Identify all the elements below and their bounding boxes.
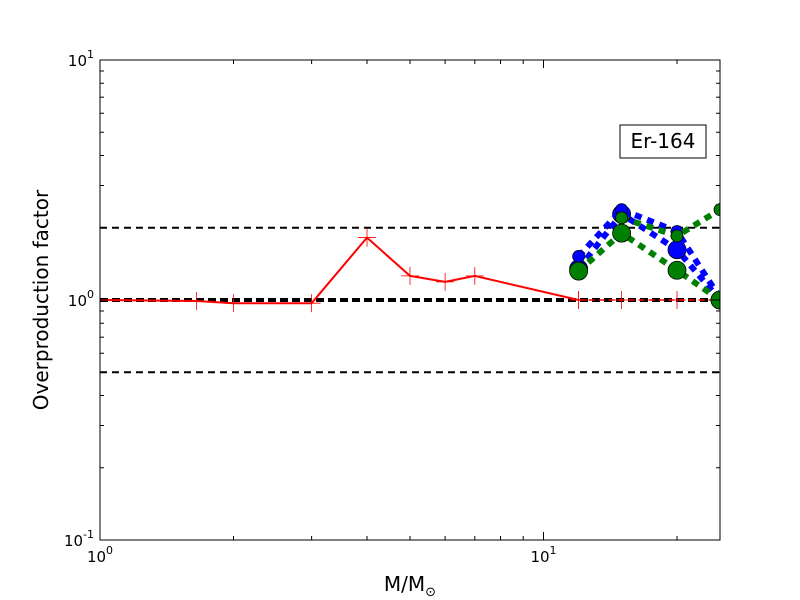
y-tick-label: 101 [68, 48, 94, 70]
series-line [576, 230, 720, 303]
series-0 [100, 228, 588, 313]
data-point [670, 229, 684, 243]
y-tick-label: 10-1 [64, 528, 94, 550]
annotation-frame [619, 124, 707, 159]
data-point [612, 223, 632, 243]
annotation-label: Er-164 [631, 129, 696, 153]
x-axis-title-subscript: ⊙ [425, 585, 436, 600]
data-point [667, 260, 687, 280]
y-tick-label: 100 [68, 288, 94, 310]
series-5 [615, 203, 720, 243]
series-line [576, 206, 720, 300]
data-point [713, 203, 720, 217]
x-tick-label: 100 [87, 544, 113, 566]
x-axis-title-main: M/M [384, 572, 425, 596]
data-point [615, 211, 629, 225]
x-tick-label: 101 [530, 544, 556, 566]
data-point [572, 249, 586, 263]
data-point [569, 261, 589, 281]
y-axis-title: Overproduction factor [29, 189, 53, 410]
annotation-box: Er-164 [619, 124, 707, 159]
x-axis-title: M/M⊙ [384, 572, 436, 600]
plot-frame [99, 59, 721, 541]
